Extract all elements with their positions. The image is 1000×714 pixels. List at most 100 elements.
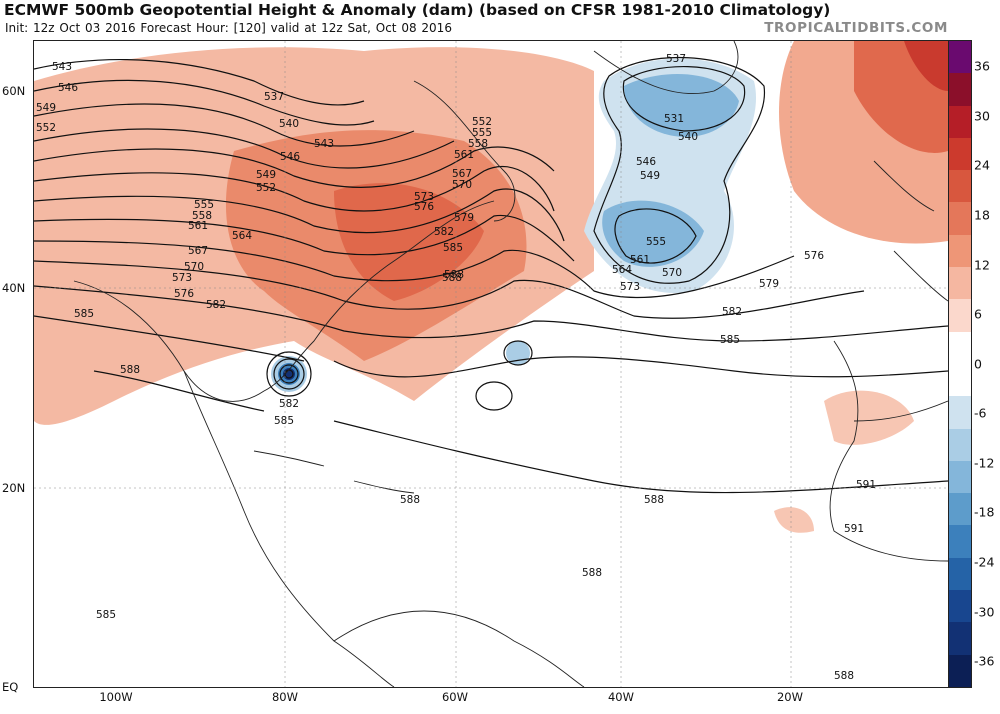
contour-label: 555 xyxy=(646,236,666,248)
colorbar-tick: 36 xyxy=(974,58,990,74)
brand-watermark[interactable]: TROPICALTIDBITS.COM xyxy=(764,20,948,36)
colorbar-segment xyxy=(949,267,971,300)
contour-label: 573 xyxy=(620,281,640,293)
contour-label: 552 xyxy=(256,182,276,194)
contour-label: 558 xyxy=(468,138,488,150)
contour-label: 561 xyxy=(630,254,650,266)
contour-label: 537 xyxy=(666,53,686,65)
contour-label: 567 xyxy=(452,168,472,180)
colorbar-segment xyxy=(949,460,971,494)
contour-label: 582 xyxy=(434,226,454,238)
contour-label: 588 xyxy=(400,494,420,506)
contour-label: 558 xyxy=(192,210,212,222)
colorbar-segment xyxy=(949,654,971,687)
colorbar-tick: -30 xyxy=(974,604,995,620)
contour-label: 570 xyxy=(662,267,682,279)
contour-labels: 543 546 549 552 537 540 543 546 549 552 … xyxy=(36,53,876,682)
contour-label: 588 xyxy=(444,269,464,281)
contour-label: 582 xyxy=(722,306,742,318)
contour-label: 531 xyxy=(664,113,684,125)
contour-label: 588 xyxy=(120,364,140,376)
colorbar-tick: 30 xyxy=(974,108,990,124)
contour-label: 585 xyxy=(96,609,116,621)
colorbar-segment xyxy=(949,105,971,138)
contour-label: 573 xyxy=(414,191,434,203)
contour-label: 555 xyxy=(472,127,492,139)
contour-label: 543 xyxy=(314,138,334,150)
colorbar-segment xyxy=(949,493,971,526)
contour-label: 576 xyxy=(804,250,824,262)
colorbar-tick: 0 xyxy=(974,356,982,372)
contour-label: 588 xyxy=(442,272,462,284)
colorbar-segment xyxy=(949,41,971,74)
contour-label: 582 xyxy=(279,398,299,410)
lat-label: 40N xyxy=(2,281,26,295)
forecast-subtitle: Init: 12z Oct 03 2016 Forecast Hour: [12… xyxy=(5,21,452,35)
colorbar-segment xyxy=(949,525,971,558)
contour-label: 540 xyxy=(279,118,299,130)
contour-label: 564 xyxy=(612,264,632,276)
contour-label: 573 xyxy=(172,272,192,284)
colorbar-tick: 18 xyxy=(974,207,990,223)
coastlines xyxy=(73,41,948,687)
colorbar-tick: 12 xyxy=(974,257,990,273)
contour-label: 549 xyxy=(36,102,56,114)
contour-label: 564 xyxy=(232,230,252,242)
contour-label: 585 xyxy=(720,334,740,346)
colorbar-segment xyxy=(949,396,971,429)
contour-label: 576 xyxy=(414,201,434,213)
contour-label: 588 xyxy=(582,567,602,579)
colorbar-segment xyxy=(949,428,971,461)
colorbar xyxy=(948,40,972,688)
colorbar-segment xyxy=(949,622,971,655)
colorbar-segment xyxy=(949,202,971,235)
contour-label: 567 xyxy=(188,245,208,257)
contour-label: 549 xyxy=(256,169,276,181)
contour-label: 540 xyxy=(678,131,698,143)
map-panel: 543 546 549 552 537 540 543 546 549 552 … xyxy=(33,40,949,688)
lon-label: 40W xyxy=(607,690,635,704)
contour-label: 588 xyxy=(834,670,854,682)
colorbar-segment xyxy=(949,137,971,171)
contour-label: 585 xyxy=(443,242,463,254)
lon-label: 80W xyxy=(271,690,299,704)
lat-label: EQ xyxy=(2,680,19,694)
colorbar-segment xyxy=(949,557,971,591)
contour-label: 591 xyxy=(856,479,876,491)
colorbar-tick: -24 xyxy=(974,554,995,570)
lat-label: 60N xyxy=(2,84,26,98)
contour-label: 585 xyxy=(74,308,94,320)
contour-label: 546 xyxy=(636,156,656,168)
contour-label: 537 xyxy=(264,91,284,103)
contour-label: 552 xyxy=(472,116,492,128)
colorbar-tick: -12 xyxy=(974,455,995,471)
colorbar-tick: 24 xyxy=(974,157,990,173)
colorbar-segment xyxy=(949,590,971,623)
contour-label: 543 xyxy=(52,61,72,73)
contour-label: 579 xyxy=(759,278,779,290)
colorbar-segment xyxy=(949,331,971,364)
lon-label: 100W xyxy=(99,690,133,704)
contour-label: 561 xyxy=(454,149,474,161)
colorbar-segment xyxy=(949,73,971,106)
contour-label: 591 xyxy=(844,523,864,535)
lat-label: 20N xyxy=(2,481,26,495)
contour-label: 552 xyxy=(36,122,56,134)
colorbar-tick: -18 xyxy=(974,504,995,520)
colorbar-segment xyxy=(949,234,971,268)
colorbar-segment xyxy=(949,363,971,397)
height-contours xyxy=(34,56,948,494)
colorbar-tick: -36 xyxy=(974,653,995,669)
lon-label: 60W xyxy=(441,690,469,704)
contour-label: 585 xyxy=(274,415,294,427)
contour-label: 570 xyxy=(184,261,204,273)
contour-label: 582 xyxy=(206,299,226,311)
contour-label: 579 xyxy=(454,212,474,224)
map-title: ECMWF 500mb Geopotential Height & Anomal… xyxy=(4,1,831,19)
height-anomaly-map: 543 546 549 552 537 540 543 546 549 552 … xyxy=(34,41,948,687)
contour-label: 555 xyxy=(194,199,214,211)
contour-label: 546 xyxy=(58,82,78,94)
colorbar-segment xyxy=(949,170,971,203)
contour-label: 549 xyxy=(640,170,660,182)
graticule xyxy=(34,41,948,687)
